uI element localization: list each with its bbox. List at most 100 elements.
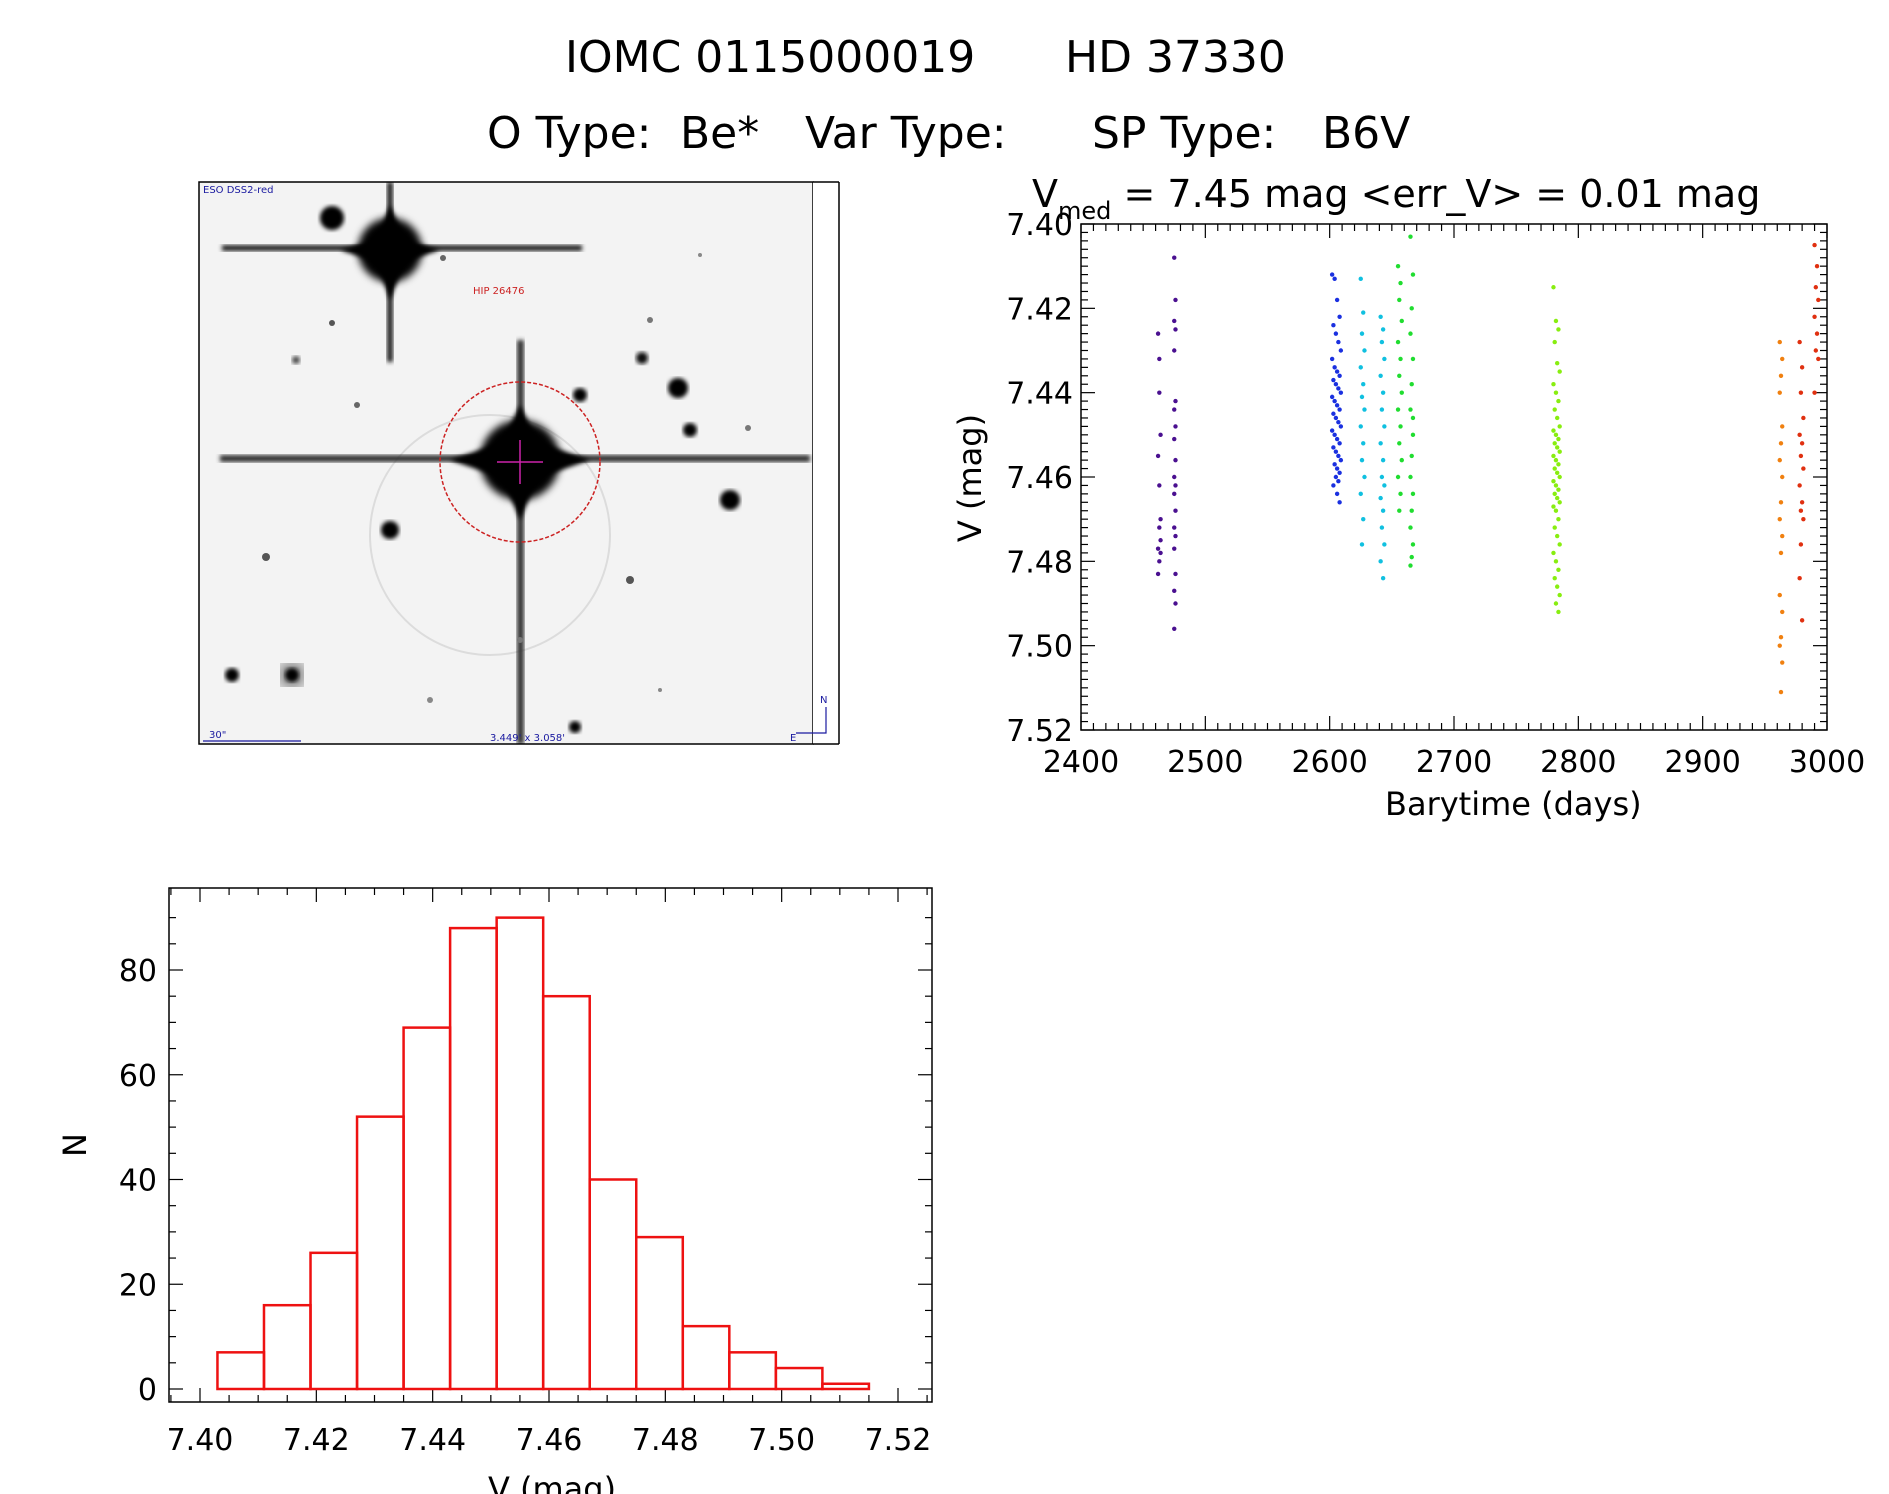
lc-point xyxy=(1408,474,1413,480)
lc-point xyxy=(1798,508,1804,513)
lc-point xyxy=(1337,314,1342,319)
scale-label: 30" xyxy=(209,730,226,741)
hist-bar xyxy=(355,1115,405,1391)
lc-point xyxy=(1361,310,1366,315)
lc-point xyxy=(1780,424,1785,429)
lc-point xyxy=(1778,441,1784,446)
lc-point xyxy=(1812,314,1817,319)
header-vartype-label: Var Type: xyxy=(805,108,1007,159)
lc-xtick-label: 2900 xyxy=(1664,745,1740,780)
lc-point xyxy=(1172,491,1177,497)
lc-point xyxy=(1359,394,1365,400)
lc-point xyxy=(1556,487,1561,492)
lc-point xyxy=(1798,453,1804,459)
lc-point xyxy=(1557,592,1562,598)
lc-point xyxy=(1553,318,1559,324)
lc-point xyxy=(1378,314,1383,319)
lc-point xyxy=(1361,382,1366,387)
header-sptype-label: SP Type: xyxy=(1092,108,1276,159)
lc-point xyxy=(1557,369,1562,374)
lc-point xyxy=(1338,348,1344,353)
lc-point xyxy=(1801,415,1806,421)
lc-point xyxy=(1331,377,1336,383)
histogram-chart: 7.40 7.42 7.44 7.46 7.48 7.50 7.52 0 20 40 60 80 V … xyxy=(56,887,933,1494)
lc-point xyxy=(1380,576,1386,581)
compass-arrows xyxy=(796,707,827,734)
lc-point xyxy=(1780,356,1785,362)
hist-bar xyxy=(681,1324,731,1391)
fov-label: 3.449' x 3.058' xyxy=(490,733,565,744)
lc-point xyxy=(1556,436,1561,442)
lc-point xyxy=(1155,331,1161,336)
lc-point xyxy=(1338,424,1344,429)
lc-point xyxy=(1799,365,1805,370)
lc-point xyxy=(1410,432,1416,438)
lc-point xyxy=(1556,516,1561,522)
hist-xtick-label: 7.52 xyxy=(865,1423,932,1458)
lc-point xyxy=(1338,390,1344,395)
lc-point xyxy=(1814,263,1820,269)
header-otype-value: Be* xyxy=(680,108,759,159)
lc-ytick-label: 7.46 xyxy=(1006,461,1073,496)
lc-point xyxy=(1334,466,1340,471)
lc-point xyxy=(1358,276,1363,282)
lc-point xyxy=(1552,441,1557,446)
lc-point xyxy=(1410,356,1416,362)
lc-point xyxy=(1551,550,1556,556)
lc-point xyxy=(1409,453,1414,459)
lc-point xyxy=(1331,445,1336,450)
lc-point xyxy=(1332,365,1337,370)
lc-point xyxy=(1158,432,1163,438)
lc-point xyxy=(1557,449,1562,454)
lc-point xyxy=(1556,462,1561,467)
hist-ytick-label: 20 xyxy=(119,1268,157,1303)
lc-point xyxy=(1358,365,1363,370)
lc-point xyxy=(1551,285,1556,290)
lc-point xyxy=(1329,394,1335,400)
target-label: HIP 26476 xyxy=(473,286,525,297)
lc-point xyxy=(1379,474,1385,480)
lc-point xyxy=(1395,474,1401,480)
lc-point xyxy=(1553,390,1559,395)
lc-point xyxy=(1801,516,1806,522)
lc-point xyxy=(1814,331,1820,336)
lc-point xyxy=(1337,373,1342,378)
target-circle xyxy=(439,381,601,543)
lc-point xyxy=(1395,263,1401,269)
lc-point xyxy=(1157,356,1162,362)
lc-series-group-6 xyxy=(1777,339,1785,695)
lc-point xyxy=(1399,318,1404,324)
lc-point xyxy=(1552,576,1557,581)
lc-point xyxy=(1157,525,1162,530)
lc-point xyxy=(1777,592,1782,598)
lc-ytick-label: 7.50 xyxy=(1006,630,1073,665)
lc-point xyxy=(1398,280,1403,286)
lc-point xyxy=(1552,491,1557,497)
lc-point xyxy=(1778,635,1784,640)
lc-point xyxy=(1397,441,1402,446)
header-sptype-value: B6V xyxy=(1322,108,1410,159)
lc-point xyxy=(1397,373,1402,378)
lc-point xyxy=(1333,382,1339,387)
lc-point xyxy=(1158,550,1163,556)
hist-xtick-label: 7.48 xyxy=(632,1423,699,1458)
lc-point xyxy=(1798,542,1804,547)
lc-point xyxy=(1398,424,1403,429)
hist-bar xyxy=(541,994,591,1391)
lc-point xyxy=(1336,419,1341,425)
lc-point xyxy=(1552,339,1557,345)
lc-series-group-1 xyxy=(1155,255,1178,631)
lc-point xyxy=(1334,297,1340,303)
lc-point xyxy=(1336,453,1341,459)
lc-point xyxy=(1359,542,1365,547)
lc-point xyxy=(1336,386,1341,391)
lc-plot-frame xyxy=(1080,223,1828,731)
lc-point xyxy=(1334,369,1340,374)
lc-point xyxy=(1172,436,1177,442)
lc-point xyxy=(1358,491,1363,497)
lc-point xyxy=(1334,436,1340,442)
lc-point xyxy=(1336,479,1341,484)
hist-ylabel: N xyxy=(56,1133,94,1157)
lc-point xyxy=(1337,407,1342,412)
lc-point xyxy=(1378,495,1383,501)
